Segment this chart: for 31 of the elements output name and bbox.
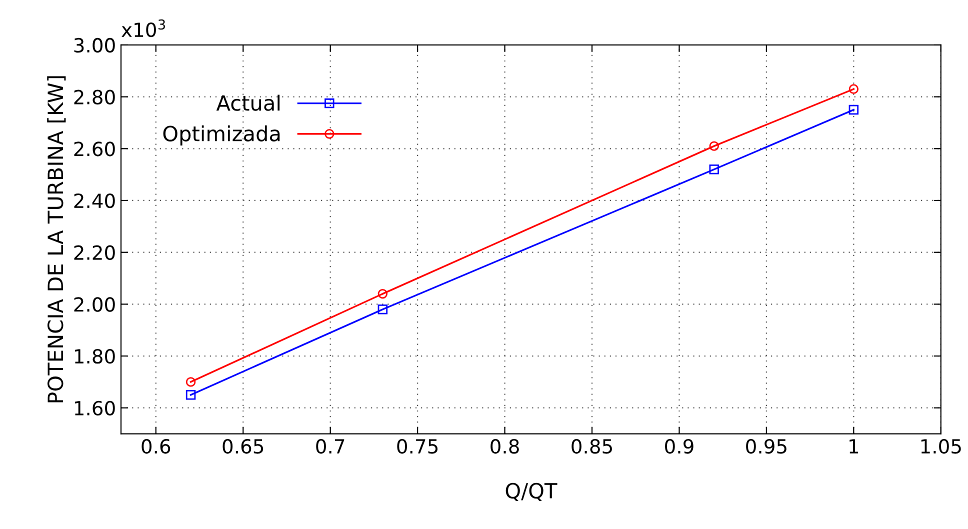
x-tick-label: 1 (850, 439, 858, 454)
y-tick-label: 2.80 (74, 90, 115, 104)
y-axis-title: POTENCIA DE LA TURBINA [KW] (47, 76, 66, 402)
point (848, 84, 859, 94)
y-tick-label: 2.60 (74, 142, 115, 156)
text: x10$^{3}$ (122, 19, 166, 38)
x-tick-label: 1.05 (921, 438, 961, 454)
y-tick-label: 2.00 (74, 297, 115, 312)
x-axis-title: Q/QT (506, 482, 558, 501)
y-tick-label: 1.60 (74, 400, 115, 416)
legend-label: Actual (216, 94, 280, 111)
x-tick-label: 0.9 (665, 438, 694, 454)
point (848, 104, 859, 115)
x-tick-label: 0.95 (746, 438, 786, 454)
x-tick-label: 0.7 (316, 438, 344, 454)
x-tick-label: 0.65 (222, 438, 264, 454)
y-tick-label: 2.40 (74, 193, 115, 208)
point (378, 304, 388, 314)
x-tick-label: 0.6 (142, 438, 170, 454)
y-tick-label: 2.20 (74, 245, 115, 260)
point (378, 288, 388, 299)
x-tick-label: 0.8 (490, 438, 519, 454)
y-tick-label: 3.00 (74, 38, 115, 53)
x-tick-label: 0.75 (397, 438, 438, 454)
point (709, 141, 719, 151)
point (709, 164, 719, 174)
y-tick-label: 1.80 (74, 348, 115, 364)
x-tick-label: 0.85 (572, 438, 612, 454)
point (186, 390, 196, 400)
legend-label: Optimizada (163, 125, 280, 146)
point (186, 377, 196, 387)
